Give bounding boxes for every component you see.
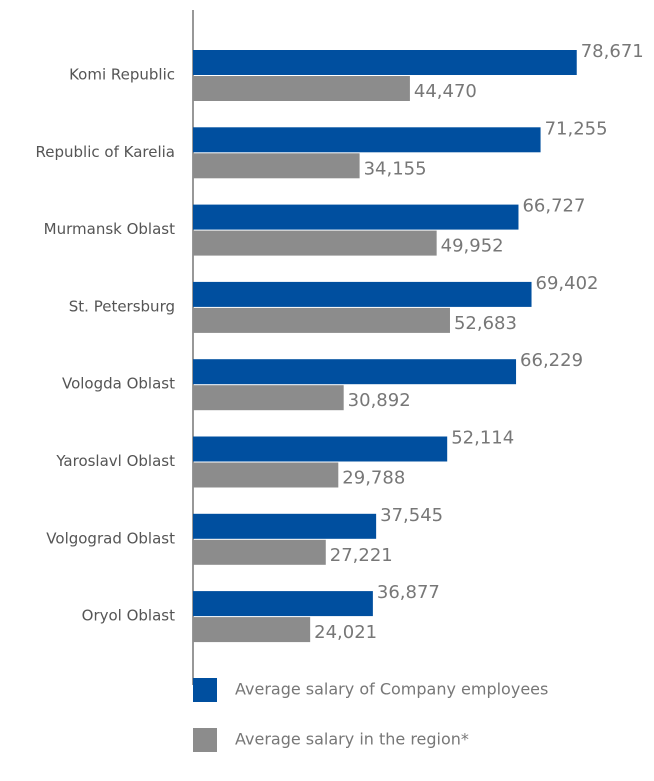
- bar: [193, 50, 577, 75]
- category-label: Oryol Oblast: [82, 607, 175, 625]
- legend-swatch: [193, 678, 217, 702]
- bar: [193, 359, 517, 385]
- bar: [193, 307, 450, 333]
- bar: [193, 539, 326, 565]
- value-label: 78,671: [581, 41, 644, 62]
- value-label: 37,545: [380, 505, 443, 526]
- category-label: Republic of Karelia: [36, 143, 175, 161]
- category-label: Komi Republic: [69, 66, 175, 84]
- category-label: St. Petersburg: [69, 297, 175, 315]
- value-label: 52,683: [454, 313, 517, 334]
- value-label: 52,114: [451, 428, 514, 449]
- category-label: Vologda Oblast: [62, 375, 175, 393]
- legend-label: Average salary of Company employees: [235, 680, 548, 699]
- value-label: 34,155: [364, 158, 427, 179]
- bar: [193, 127, 541, 153]
- value-label: 29,788: [342, 468, 405, 489]
- value-label: 66,229: [520, 350, 583, 371]
- value-label: 66,727: [522, 196, 585, 217]
- value-label: 69,402: [536, 273, 599, 294]
- bar: [193, 385, 344, 411]
- legend-swatch: [193, 728, 217, 752]
- bar: [193, 513, 377, 539]
- bar: [193, 281, 532, 307]
- value-label: 49,952: [441, 236, 504, 257]
- value-label: 27,221: [330, 545, 393, 566]
- bar: [193, 230, 437, 256]
- value-label: 30,892: [348, 390, 411, 411]
- category-label: Murmansk Oblast: [44, 220, 175, 238]
- category-label: Volgograd Oblast: [46, 529, 175, 547]
- bar: [193, 462, 339, 488]
- value-label: 71,255: [545, 118, 608, 139]
- bar: [193, 617, 311, 643]
- bar: [193, 153, 360, 179]
- bar: [193, 204, 519, 230]
- bar: [193, 76, 410, 101]
- value-label: 36,877: [377, 582, 440, 603]
- value-label: 44,470: [414, 81, 477, 102]
- value-label: 24,021: [314, 622, 377, 643]
- legend-label: Average salary in the region*: [235, 730, 469, 749]
- bar: [193, 436, 448, 462]
- bar: [193, 591, 373, 617]
- category-label: Yaroslavl Oblast: [55, 452, 175, 470]
